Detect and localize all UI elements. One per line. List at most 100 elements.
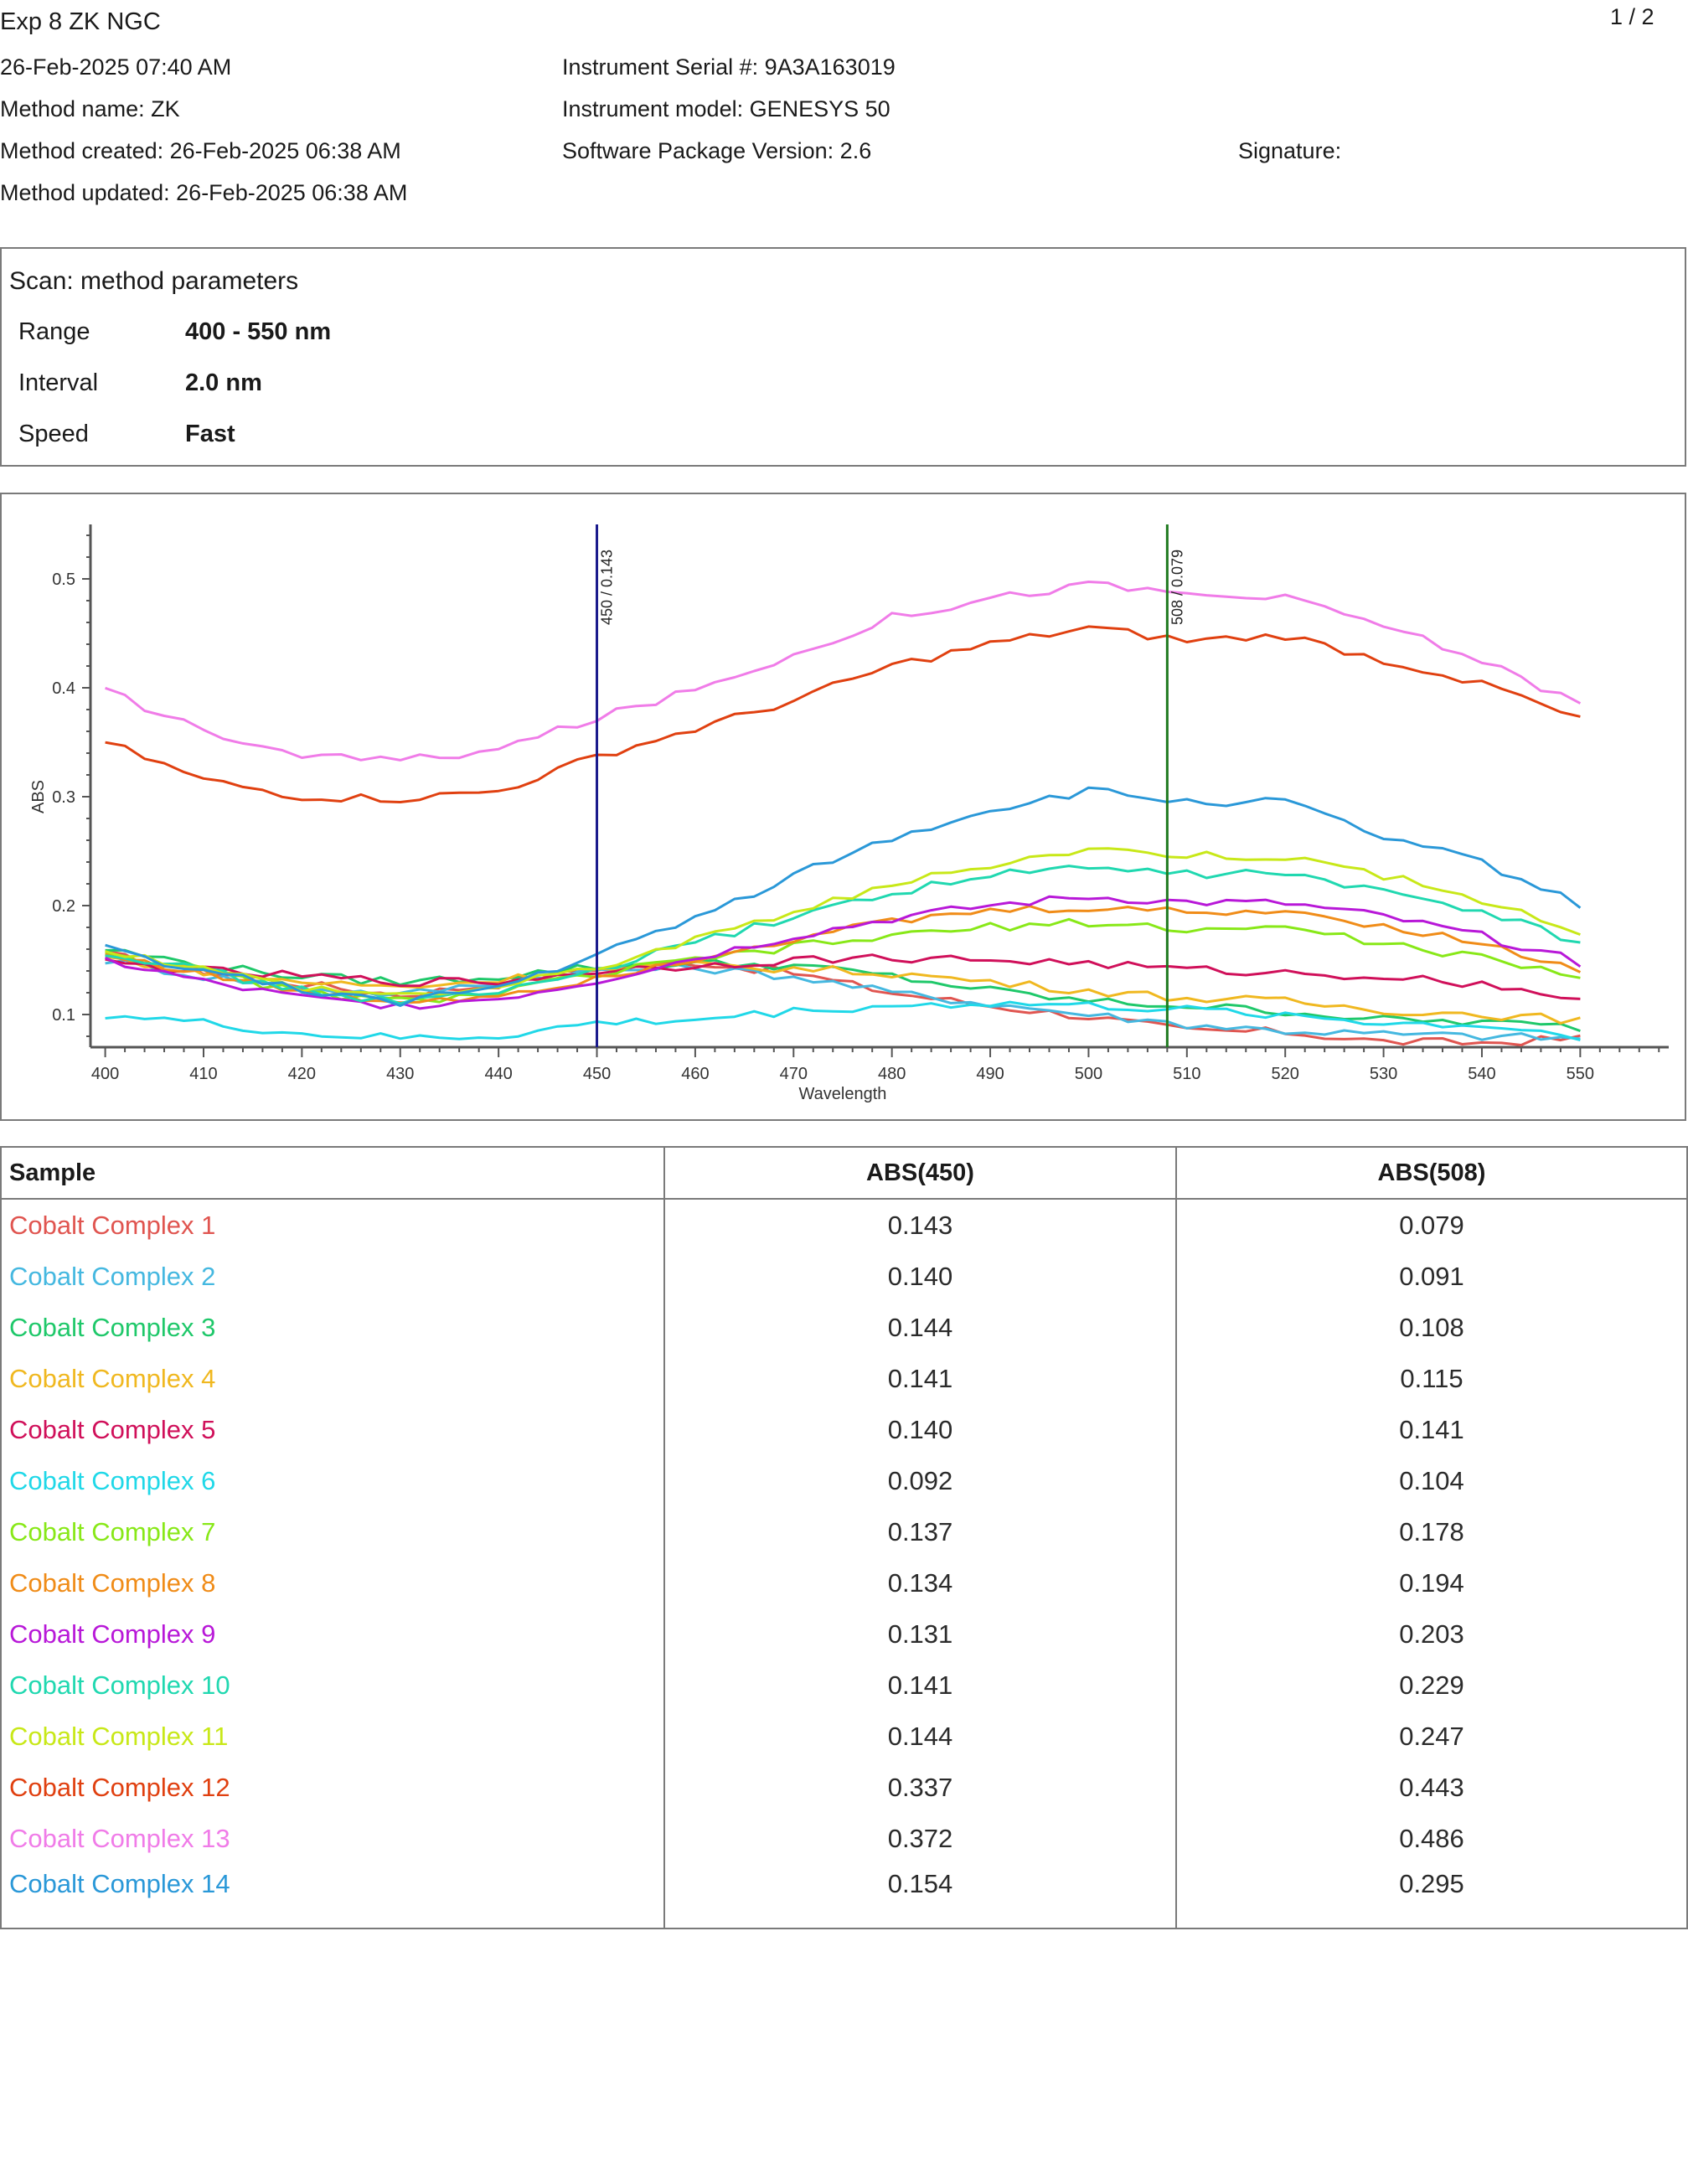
abs450-cell: 0.144 [663, 1302, 1176, 1353]
abs508-cell: 0.247 [1175, 1711, 1687, 1762]
spectrum-chart-panel: 400 410 420 430 440 450 460 470 480 490 500 510 520 5… [0, 493, 1686, 1121]
table-row: Cobalt Complex 12 0.337 0.443 [1, 1762, 1687, 1813]
signature-label: Signature: [1238, 138, 1342, 163]
abs508-cell: 0.486 [1175, 1813, 1687, 1864]
param-range-value: 400 - 550 nm [185, 318, 332, 345]
abs508-cell: 0.108 [1175, 1302, 1687, 1353]
abs450-cell: 0.143 [663, 1199, 1176, 1251]
abs508-cell: 0.295 [1175, 1864, 1687, 1928]
abs450-cell: 0.141 [663, 1660, 1176, 1711]
abs450-cell: 0.372 [663, 1813, 1176, 1864]
column-header-abs450: ABS(450) [663, 1147, 1176, 1200]
x-tick-label: 480 [878, 1065, 906, 1083]
y-tick-label: 0.4 [52, 679, 75, 698]
sample-name-cell: Cobalt Complex 11 [9, 1721, 229, 1751]
table-row: Cobalt Complex 4 0.141 0.115 [1, 1353, 1687, 1404]
param-speed-value: Fast [185, 421, 235, 447]
x-tick-label: 550 [1567, 1065, 1594, 1083]
series-line [105, 953, 1581, 1000]
sample-name-cell: Cobalt Complex 3 [9, 1312, 216, 1342]
param-interval-label: Interval [18, 369, 99, 396]
sample-name-cell: Cobalt Complex 14 [9, 1869, 230, 1898]
sample-name-cell: Cobalt Complex 7 [9, 1516, 216, 1546]
x-tick-label: 410 [189, 1065, 217, 1083]
table-row: Cobalt Complex 1 0.143 0.079 [1, 1199, 1687, 1251]
sample-name-cell: Cobalt Complex 4 [9, 1363, 216, 1393]
table-row: Cobalt Complex 2 0.140 0.091 [1, 1251, 1687, 1302]
x-tick-label: 470 [780, 1065, 808, 1083]
table-row: Cobalt Complex 9 0.131 0.203 [1, 1608, 1687, 1660]
series-line [104, 895, 1582, 1010]
y-tick-label: 0.2 [52, 897, 75, 916]
abs450-cell: 0.134 [663, 1557, 1176, 1608]
abs450-cell: 0.154 [663, 1864, 1176, 1928]
x-tick-label: 460 [681, 1065, 709, 1083]
page-indicator: 1 / 2 [1610, 4, 1654, 29]
param-range-label: Range [18, 318, 90, 345]
table-header-row: Sample ABS(450) ABS(508) [1, 1147, 1687, 1200]
x-tick-label: 520 [1272, 1065, 1299, 1083]
abs508-cell: 0.079 [1175, 1199, 1687, 1251]
abs508-cell: 0.115 [1175, 1353, 1687, 1404]
series-line [105, 948, 1581, 1033]
abs508-cell: 0.229 [1175, 1660, 1687, 1711]
sample-name-cell: Cobalt Complex 1 [9, 1210, 216, 1240]
table-row: Cobalt Complex 5 0.140 0.141 [1, 1404, 1687, 1455]
x-tick-label: 540 [1468, 1065, 1495, 1083]
series-line [105, 955, 1581, 1025]
abs450-cell: 0.131 [663, 1608, 1176, 1660]
sample-name-cell: Cobalt Complex 13 [9, 1823, 230, 1853]
series-line [105, 865, 1581, 1005]
x-tick-label: 440 [484, 1065, 512, 1083]
table-row: Cobalt Complex 6 0.092 0.104 [1, 1455, 1687, 1506]
table-row: Cobalt Complex 3 0.144 0.108 [1, 1302, 1687, 1353]
table-row: Cobalt Complex 11 0.144 0.247 [1, 1711, 1687, 1762]
abs450-cell: 0.141 [663, 1353, 1176, 1404]
method-created: Method created: 26-Feb-2025 06:38 AM [0, 138, 401, 163]
method-parameters-heading: Scan: method parameters [9, 267, 299, 295]
method-updated: Method updated: 26-Feb-2025 06:38 AM [0, 180, 408, 205]
abs450-cell: 0.144 [663, 1711, 1176, 1762]
column-header-abs508: ABS(508) [1175, 1147, 1687, 1200]
x-tick-label: 530 [1370, 1065, 1397, 1083]
sample-name-cell: Cobalt Complex 5 [9, 1414, 216, 1444]
abs508-cell: 0.091 [1175, 1251, 1687, 1302]
abs508-cell: 0.194 [1175, 1557, 1687, 1608]
instrument-serial: Instrument Serial #: 9A3A163019 [562, 54, 896, 80]
column-header-sample: Sample [1, 1147, 664, 1200]
x-tick-label: 400 [91, 1065, 119, 1083]
table-row: Cobalt Complex 13 0.372 0.486 [1, 1813, 1687, 1864]
x-tick-label: 420 [288, 1065, 316, 1083]
table-row: Cobalt Complex 10 0.141 0.229 [1, 1660, 1687, 1711]
sample-name-cell: Cobalt Complex 9 [9, 1619, 216, 1649]
report-date-time: 26-Feb-2025 07:40 AM [0, 54, 232, 80]
abs450-cell: 0.140 [663, 1404, 1176, 1455]
series-line [105, 625, 1581, 803]
series-line [105, 847, 1581, 996]
series-line [105, 1000, 1581, 1042]
sample-name-cell: Cobalt Complex 2 [9, 1261, 216, 1291]
x-tick-label: 450 [583, 1065, 611, 1083]
abs450-cell: 0.337 [663, 1762, 1176, 1813]
param-speed-label: Speed [18, 421, 89, 447]
sample-name-cell: Cobalt Complex 12 [9, 1772, 230, 1802]
abs508-cell: 0.443 [1175, 1762, 1687, 1813]
table-row: Cobalt Complex 14 0.154 0.295 [1, 1864, 1687, 1928]
x-axis-label: Wavelength [799, 1085, 887, 1103]
results-table: Sample ABS(450) ABS(508) Cobalt Complex … [0, 1146, 1688, 1929]
method-name: Method name: ZK [0, 96, 180, 121]
spectrum-chart[interactable]: 400 410 420 430 440 450 460 470 480 490 500 510 520 5… [2, 494, 1686, 1119]
sample-name-cell: Cobalt Complex 6 [9, 1465, 216, 1495]
x-tick-label: 500 [1075, 1065, 1102, 1083]
y-tick-label: 0.5 [52, 571, 75, 589]
abs508-cell: 0.178 [1175, 1506, 1687, 1557]
method-parameters-panel: Scan: method parameters Range 400 - 550 … [0, 247, 1686, 467]
sample-name-cell: Cobalt Complex 8 [9, 1567, 216, 1598]
marker-label: 508 / 0.079 [1169, 550, 1185, 625]
abs450-cell: 0.137 [663, 1506, 1176, 1557]
x-tick-label: 430 [386, 1065, 414, 1083]
sample-name-cell: Cobalt Complex 10 [9, 1670, 230, 1700]
y-tick-label: 0.3 [52, 788, 75, 807]
instrument-model: Instrument model: GENESYS 50 [562, 96, 890, 121]
abs508-cell: 0.203 [1175, 1608, 1687, 1660]
